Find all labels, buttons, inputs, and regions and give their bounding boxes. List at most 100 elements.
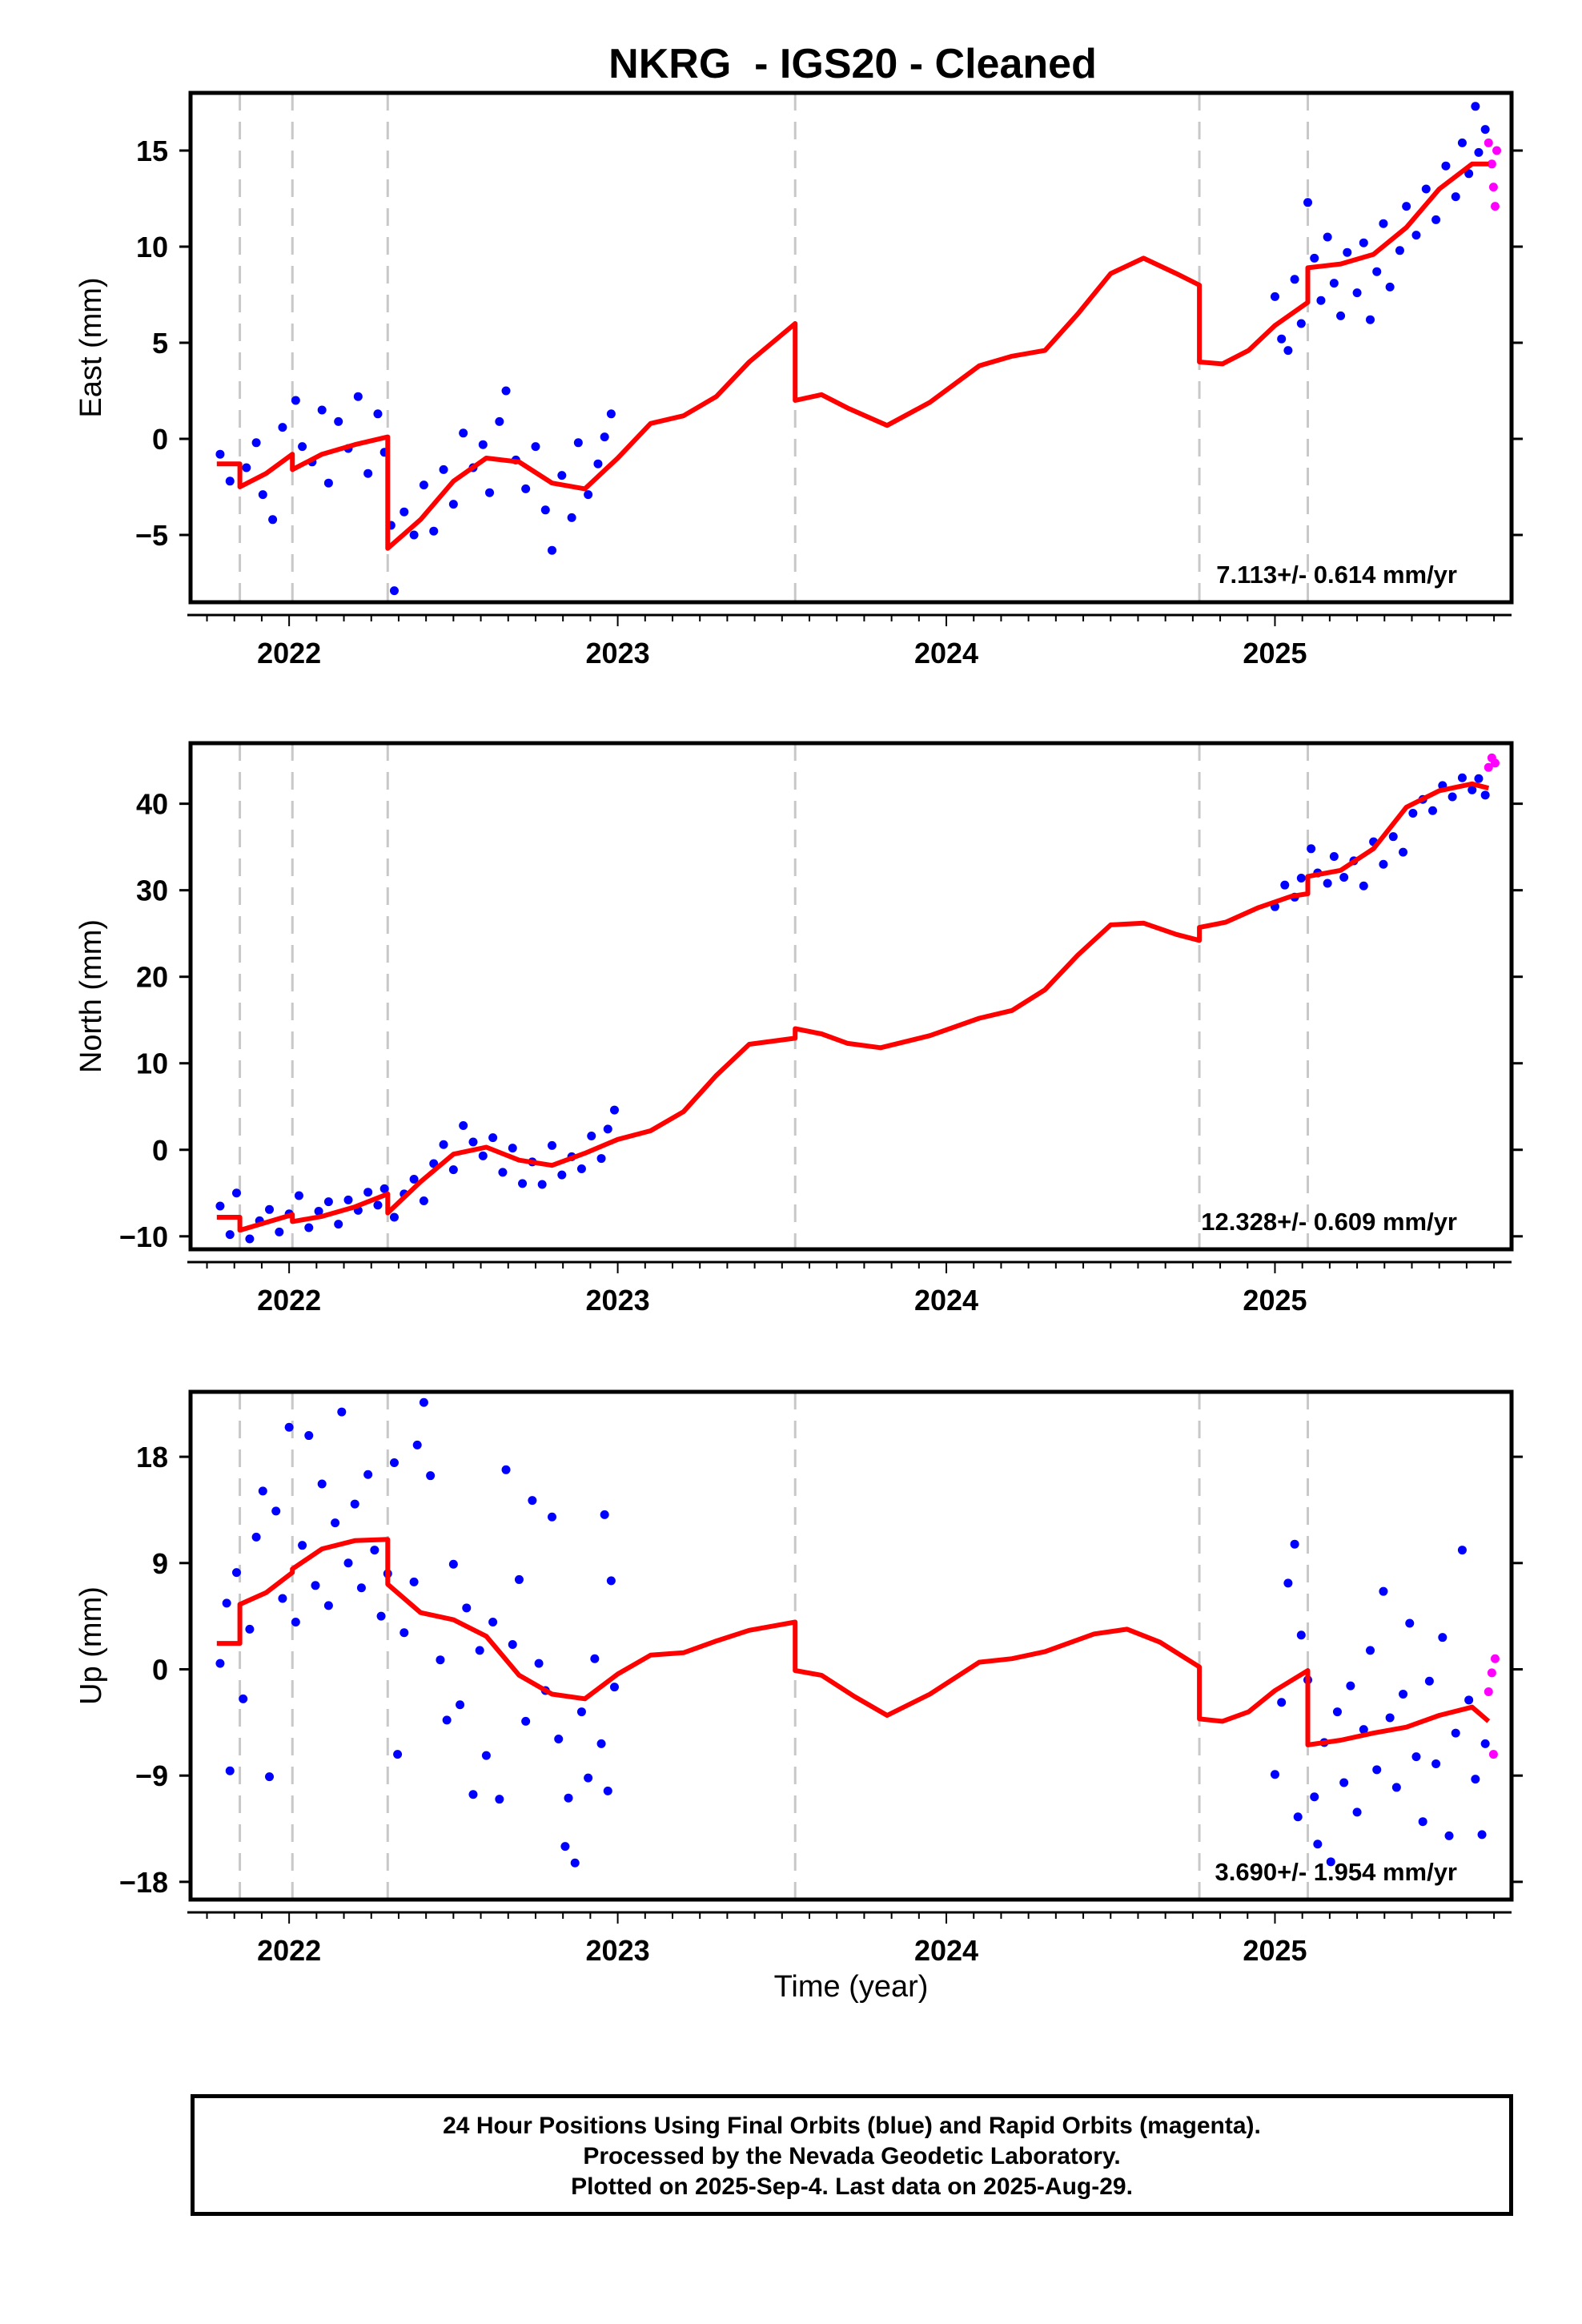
east-final-point [373, 409, 383, 419]
up-final-point [323, 1601, 333, 1610]
east-final-point [242, 463, 251, 472]
east-rate-text: 7.113+/- 0.614 mm/yr [1216, 561, 1457, 589]
up-y-tick-label: 0 [152, 1653, 168, 1686]
up-final-point [343, 1558, 353, 1568]
up-final-point [265, 1772, 275, 1782]
east-x-tick-label: 2023 [586, 637, 650, 669]
up-model-line [216, 1537, 1491, 1747]
up-final-point [1277, 1698, 1287, 1707]
east-final-point [334, 416, 343, 426]
east-final-point [1464, 169, 1474, 179]
north-y-tick-label: 10 [136, 1047, 168, 1080]
up-final-point [400, 1628, 409, 1638]
east-final-point [1395, 246, 1404, 255]
north-rate-text: 12.328+/- 0.609 mm/yr [1201, 1208, 1457, 1236]
north-rapid-point [1484, 762, 1493, 772]
north-final-point [215, 1201, 225, 1211]
up-final-point [442, 1715, 452, 1725]
north-final-point [1408, 809, 1418, 818]
up-final-point [448, 1559, 458, 1569]
up-final-point [1451, 1728, 1460, 1738]
east-y-tick-label: 15 [136, 135, 168, 167]
north-final-point [1457, 773, 1467, 782]
east-final-point [593, 459, 603, 468]
north-final-point [379, 1184, 389, 1193]
east-final-point [1457, 138, 1467, 147]
east-plot-frame [188, 90, 1514, 605]
up-final-point [576, 1707, 586, 1717]
east-final-point [439, 464, 448, 474]
north-final-point [459, 1121, 468, 1131]
up-final-point [1379, 1586, 1388, 1596]
east-final-point [557, 471, 567, 480]
north-model-line [216, 781, 1490, 1233]
north-final-point [1329, 852, 1339, 862]
east-final-point [317, 405, 327, 415]
up-final-point [225, 1766, 235, 1775]
east-final-point [353, 392, 363, 401]
east-final-point [1451, 192, 1460, 202]
east-model-line [216, 161, 1489, 551]
east-final-point [215, 449, 225, 459]
north-final-point [609, 1105, 619, 1115]
up-final-point [547, 1512, 556, 1522]
north-final-point [275, 1227, 284, 1236]
east-final-point [1385, 282, 1395, 292]
east-final-point [1471, 102, 1480, 111]
east-final-point [1290, 275, 1299, 284]
up-final-point [298, 1541, 307, 1550]
up-final-point [1438, 1633, 1447, 1642]
east-x-tick-label: 2025 [1243, 637, 1307, 669]
up-final-point [258, 1486, 267, 1496]
east-final-point [1379, 219, 1388, 228]
up-final-point [596, 1739, 606, 1748]
up-final-point [1405, 1618, 1415, 1628]
up-final-point [1418, 1817, 1427, 1827]
north-final-point [547, 1140, 556, 1150]
east-final-point [251, 438, 261, 448]
north-final-point [314, 1206, 323, 1216]
east-final-point [1421, 184, 1431, 194]
up-final-point [570, 1858, 580, 1868]
east-y-axis-label: East (mm) [74, 277, 108, 417]
up-final-point [488, 1618, 498, 1627]
up-final-point [231, 1568, 241, 1578]
north-final-point [389, 1212, 399, 1222]
east-final-point [531, 442, 540, 452]
up-rapid-point [1487, 1668, 1496, 1678]
east-final-point [540, 505, 550, 515]
east-x-tick-label: 2024 [914, 637, 978, 669]
up-final-point [363, 1470, 373, 1479]
east-final-point [1480, 125, 1490, 135]
east-final-point [429, 526, 439, 536]
up-final-point [514, 1574, 524, 1584]
east-rapid-point [1488, 183, 1498, 192]
up-final-point [1293, 1812, 1303, 1822]
up-final-point [409, 1577, 419, 1586]
up-final-point [337, 1407, 347, 1417]
north-final-point [265, 1204, 275, 1214]
north-final-point [448, 1165, 458, 1175]
east-rapid-point [1487, 159, 1496, 169]
east-final-point [606, 409, 616, 419]
east-final-point [1366, 315, 1375, 324]
up-final-point [284, 1422, 294, 1432]
up-final-point [564, 1793, 573, 1803]
north-final-point [498, 1168, 508, 1177]
up-final-point [304, 1431, 314, 1441]
up-final-point [1313, 1839, 1323, 1849]
up-final-point [245, 1624, 255, 1634]
north-final-point [518, 1179, 528, 1188]
north-x-tick-label: 2024 [914, 1284, 978, 1317]
up-final-point [1372, 1765, 1382, 1775]
up-final-point [1480, 1739, 1490, 1748]
east-final-point [419, 480, 428, 490]
east-y-tick-label: 0 [152, 423, 168, 456]
north-final-point [409, 1174, 419, 1184]
up-final-point [1332, 1707, 1342, 1717]
east-final-point [1303, 198, 1313, 207]
footer-line-2: Processed by the Nevada Geodetic Laborat… [583, 2143, 1121, 2169]
up-final-point [521, 1716, 531, 1726]
north-final-point [439, 1140, 448, 1149]
